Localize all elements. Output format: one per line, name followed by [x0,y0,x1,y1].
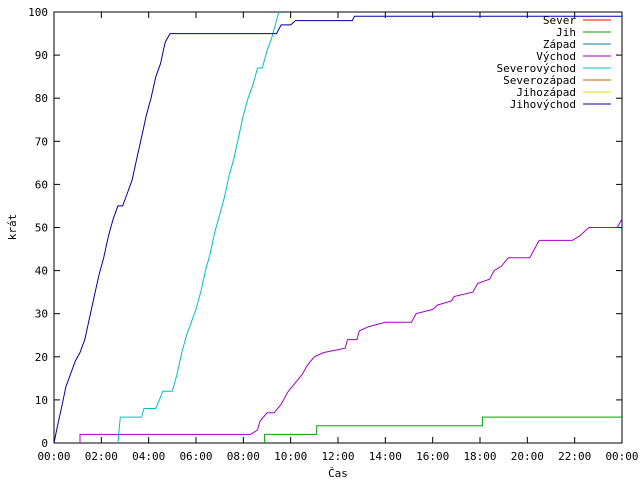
legend-label: Jihovýchod [510,98,576,111]
x-tick-label: 00:00 [37,450,70,463]
x-tick-label: 14:00 [369,450,402,463]
x-tick-label: 04:00 [132,450,165,463]
y-tick-label: 40 [35,265,48,278]
y-tick-label: 0 [41,437,48,450]
x-tick-label: 18:00 [463,450,496,463]
series-line-1 [264,416,622,443]
series-line-7 [53,15,622,444]
legend-label: Západ [543,38,576,51]
x-tick-label: 02:00 [85,450,118,463]
series-line-4 [117,11,280,444]
x-tick-label: 00:00 [605,450,638,463]
y-axis-label: krát [6,214,19,241]
x-axis-label: Čas [328,467,348,480]
y-tick-label: 70 [35,135,48,148]
y-tick-label: 50 [35,222,48,235]
x-tick-label: 08:00 [227,450,260,463]
x-tick-label: 22:00 [558,450,591,463]
y-tick-label: 20 [35,351,48,364]
x-tick-label: 12:00 [321,450,354,463]
legend-label: Severozápad [503,74,576,87]
series-line-3 [79,218,623,443]
x-tick-label: 10:00 [274,450,307,463]
legend-label: Jih [556,26,576,39]
y-tick-label: 30 [35,308,48,321]
y-tick-label: 80 [35,92,48,105]
x-tick-label: 06:00 [179,450,212,463]
y-tick-label: 90 [35,49,48,62]
x-tick-label: 20:00 [511,450,544,463]
y-tick-label: 100 [28,6,48,19]
legend-label: Severovýchod [497,62,576,75]
legend-label: Sever [543,14,576,27]
y-tick-label: 10 [35,394,48,407]
x-tick-label: 16:00 [416,450,449,463]
y-tick-label: 60 [35,178,48,191]
legend-label: Jihozápad [516,86,576,99]
legend-label: Východ [536,50,576,63]
